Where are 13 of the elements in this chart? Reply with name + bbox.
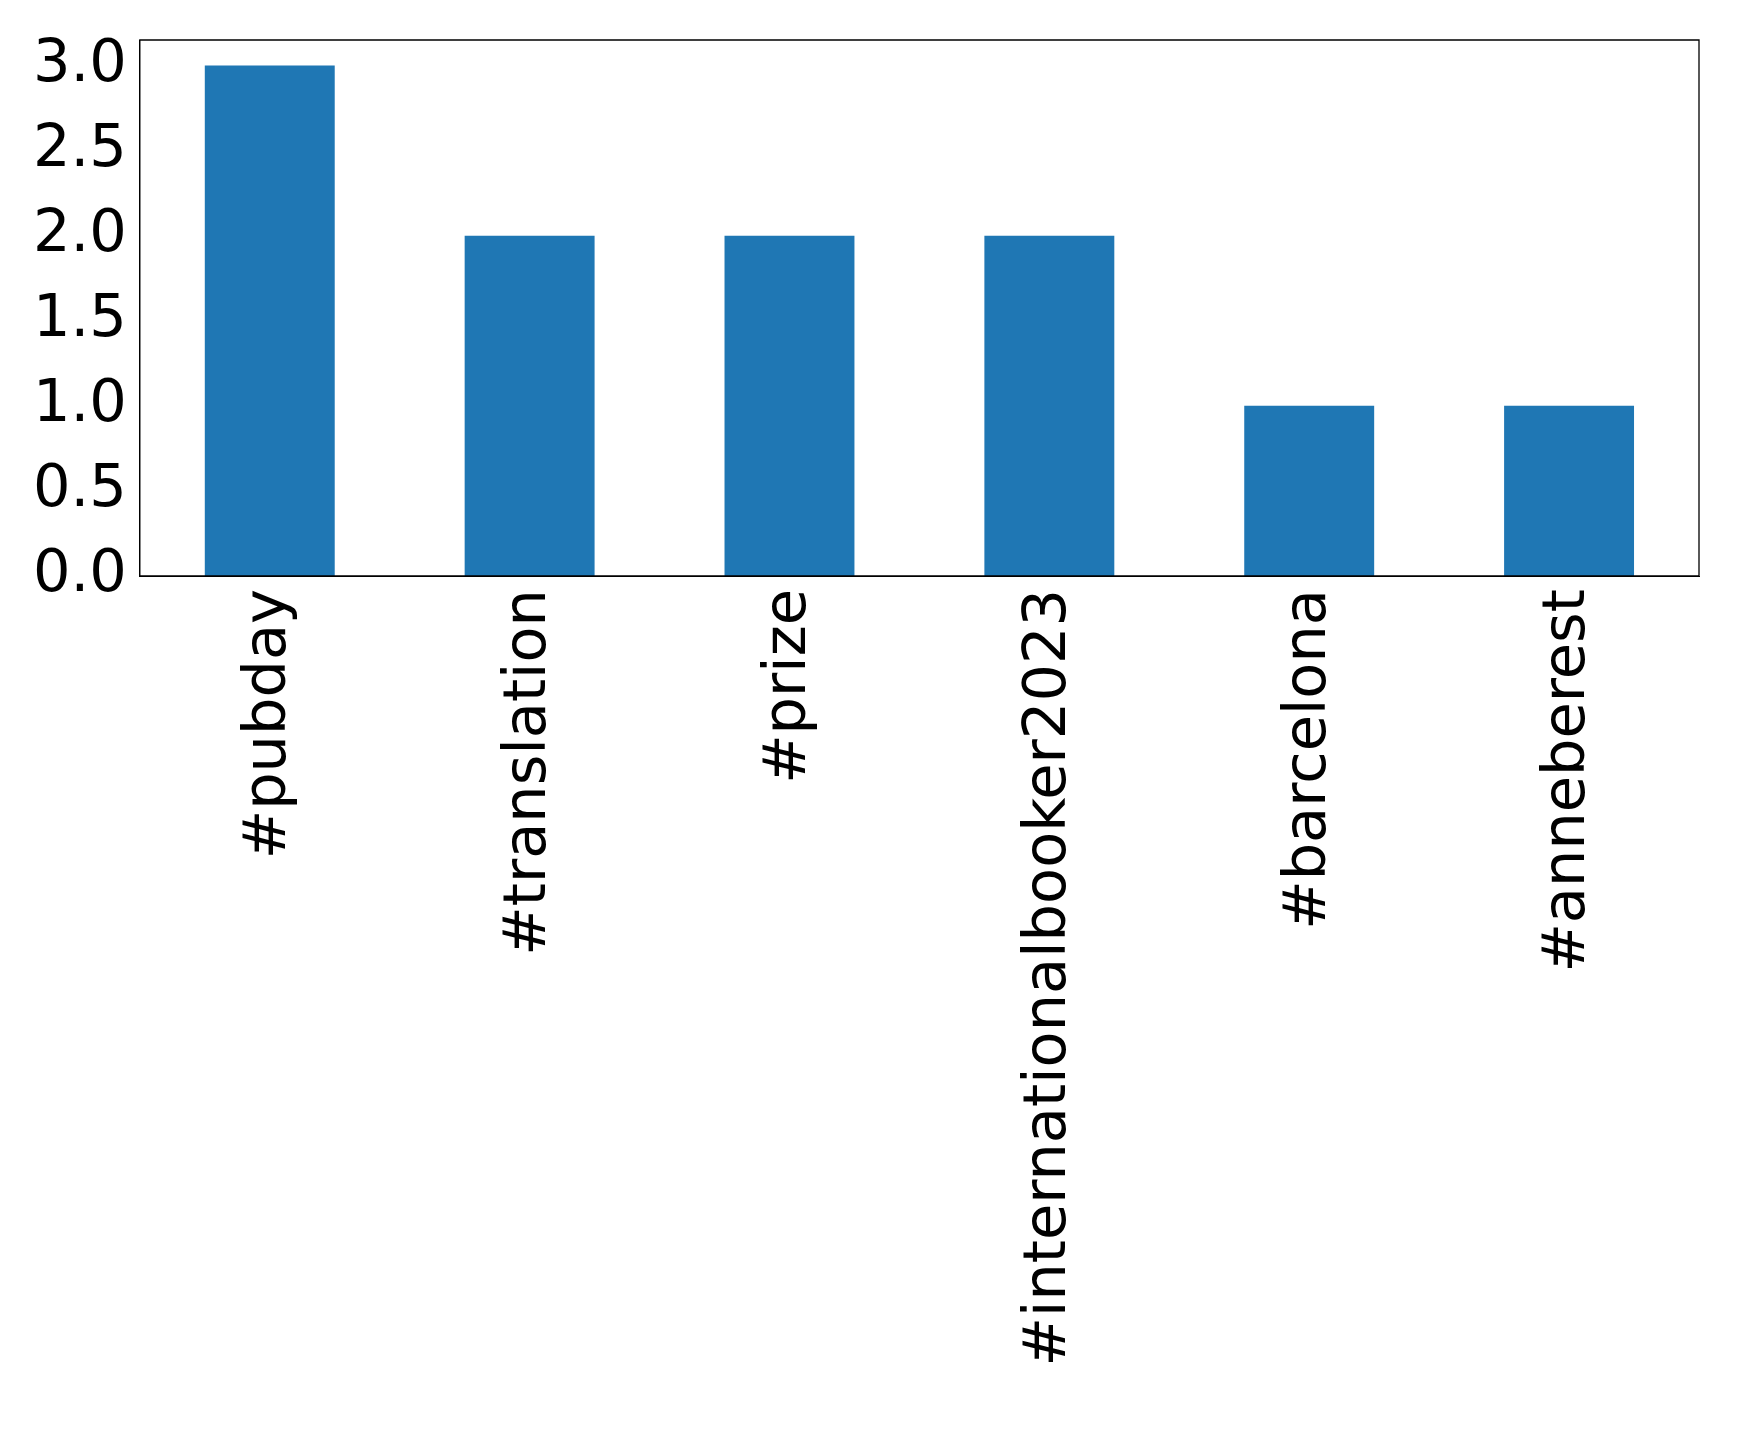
y-tick-label: 2.0 xyxy=(32,196,127,266)
x-tick-label: #prize xyxy=(749,589,819,784)
x-tick-label: #internationalbooker2023 xyxy=(1009,589,1079,1367)
y-tick-label: 2.5 xyxy=(32,110,127,180)
y-tick-label: 0.0 xyxy=(32,536,127,606)
y-tick-label: 1.0 xyxy=(32,366,127,436)
x-tick-label: #anneberest xyxy=(1529,589,1599,973)
y-tick-label: 1.5 xyxy=(32,281,127,351)
y-tick-label: 0.5 xyxy=(32,451,127,521)
x-tick-label: #pubday xyxy=(230,589,300,860)
y-tick-label: 3.0 xyxy=(32,25,127,95)
x-tick-label: #translation xyxy=(489,589,559,956)
x-tick-label: #barcelona xyxy=(1269,589,1339,930)
